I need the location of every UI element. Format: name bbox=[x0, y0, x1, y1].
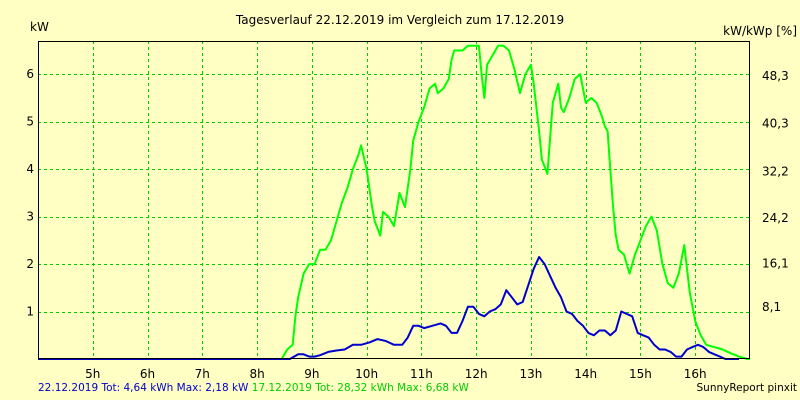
y-tick-label-left: 2 bbox=[26, 257, 34, 271]
x-tick-label: 14h bbox=[574, 367, 597, 381]
y-tick-label-left: 4 bbox=[26, 162, 34, 176]
y-tick-label-right: 48,3 bbox=[762, 69, 789, 83]
y-axis-label-left: kW bbox=[30, 20, 49, 34]
y-tick-label-right: 16,1 bbox=[762, 257, 789, 271]
footer-credit: SunnyReport pinxit bbox=[696, 382, 797, 394]
plot-area bbox=[38, 41, 750, 359]
x-tick-label: 5h bbox=[85, 367, 100, 381]
chart-title: Tagesverlauf 22.12.2019 im Vergleich zum… bbox=[235, 13, 564, 27]
x-tick-label: 9h bbox=[304, 367, 319, 381]
x-tick-label: 15h bbox=[629, 367, 652, 381]
y-tick-label-left: 5 bbox=[26, 115, 34, 129]
y-tick-label-right: 24,2 bbox=[762, 211, 789, 225]
plot-border bbox=[38, 41, 750, 359]
y-tick-label-right: 40,3 bbox=[762, 117, 789, 131]
y-axis-label-right: kW/kWp [%] bbox=[723, 24, 797, 38]
x-tick-label: 12h bbox=[465, 367, 488, 381]
x-tick-label: 6h bbox=[140, 367, 155, 381]
x-tick-label: 7h bbox=[195, 367, 210, 381]
grid-lines bbox=[38, 41, 750, 359]
footer-summary: 22.12.2019 Tot: 4,64 kWh Max: 2,18 kW 17… bbox=[38, 382, 469, 394]
tick-labels: 5h 6h 7h 8h 9h 10h 11h 12h 13h 14h 15h 16h 1 2 3 4 5 6 8,1… bbox=[26, 67, 788, 381]
series-line bbox=[221, 44, 750, 360]
x-tick-label: 16h bbox=[684, 367, 707, 381]
x-tick-label: 13h bbox=[519, 367, 542, 381]
x-tick-label: 8h bbox=[249, 367, 264, 381]
y-tick-label-left: 6 bbox=[26, 67, 34, 81]
y-tick-label-right: 8,1 bbox=[762, 300, 781, 314]
series-layer bbox=[38, 44, 750, 360]
footer-blue-summary: 22.12.2019 Tot: 4,64 kWh Max: 2,18 kW bbox=[38, 382, 249, 394]
y-tick-label-left: 1 bbox=[26, 305, 34, 319]
y-tick-label-right: 32,2 bbox=[762, 165, 789, 179]
x-tick-label: 11h bbox=[410, 367, 433, 381]
footer-green-summary: 17.12.2019 Tot: 28,32 kWh Max: 6,68 kW bbox=[251, 382, 469, 394]
series-line bbox=[38, 256, 739, 360]
x-tick-label: 10h bbox=[355, 367, 378, 381]
y-tick-label-left: 3 bbox=[26, 210, 34, 224]
